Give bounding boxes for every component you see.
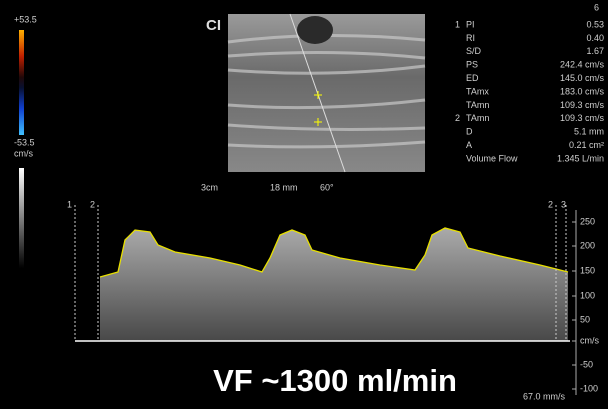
scale-label: 100 bbox=[580, 290, 595, 300]
measurement-label: RI bbox=[466, 33, 475, 43]
measurement-label: PI bbox=[466, 19, 475, 29]
page: +53.5 -53.5 cm/s 6 CI 3cm 18 mm 60° 1 PI 0… bbox=[0, 0, 608, 409]
measurement-value: 0.40 bbox=[586, 33, 604, 43]
measurement-label: TAmx bbox=[466, 86, 489, 96]
depth: 3cm bbox=[201, 182, 218, 192]
measurement-label: A bbox=[466, 140, 472, 150]
measurement-value: 109.3 cm/s bbox=[560, 100, 605, 110]
ultrasound-screen: +53.5 -53.5 cm/s 6 CI 3cm 18 mm 60° 1 PI 0… bbox=[0, 0, 608, 409]
color-max: +53.5 bbox=[14, 14, 37, 24]
measurement-label: TAmn bbox=[466, 113, 489, 123]
measurement-value: 0.21 cm² bbox=[569, 140, 604, 150]
color-min: -53.5 bbox=[14, 137, 35, 147]
annotation: VF ~1300 ml/min bbox=[213, 363, 457, 398]
size: 18 mm bbox=[270, 182, 298, 192]
measurement-label: TAmn bbox=[466, 100, 489, 110]
scale-label: 200 bbox=[580, 240, 595, 250]
measurement-label: Volume Flow bbox=[466, 153, 518, 163]
measurement-value: 1.345 L/min bbox=[557, 153, 604, 163]
scale-label: -100 bbox=[580, 383, 598, 393]
scale-label: cm/s bbox=[580, 335, 599, 345]
measurement-value: 145.0 cm/s bbox=[560, 73, 605, 83]
color-unit: cm/s bbox=[14, 148, 33, 158]
vessel-shadow bbox=[297, 16, 333, 44]
b-mode-image bbox=[228, 14, 425, 172]
marker-label: 3 bbox=[561, 199, 566, 209]
measurement-label: PS bbox=[466, 60, 478, 70]
measurement-value: 109.3 cm/s bbox=[560, 113, 605, 123]
measurement-index: 2 bbox=[455, 113, 460, 123]
measurement-value: 183.0 cm/s bbox=[560, 86, 605, 96]
gray-bar bbox=[19, 168, 24, 268]
marker-label: 2 bbox=[548, 199, 553, 209]
measurement-value: 5.1 mm bbox=[574, 127, 604, 137]
color-bar bbox=[19, 30, 24, 135]
scale-label: 150 bbox=[580, 265, 595, 275]
measurement-label: D bbox=[466, 127, 473, 137]
scale-label: 250 bbox=[580, 216, 595, 226]
sweep-speed: 67.0 mm/s bbox=[523, 391, 566, 401]
measurement-value: 0.53 bbox=[586, 19, 604, 29]
marker-label: 1 bbox=[67, 199, 72, 209]
marker-label: 2 bbox=[90, 199, 95, 209]
scale-label: 50 bbox=[580, 314, 590, 324]
angle: 60° bbox=[320, 182, 334, 192]
measurement-index: 1 bbox=[455, 19, 460, 29]
page-number: 6 bbox=[594, 2, 599, 12]
measurement-value: 1.67 bbox=[586, 46, 604, 56]
scale-label: -50 bbox=[580, 359, 593, 369]
measurement-label: ED bbox=[466, 73, 479, 83]
measurement-label: S/D bbox=[466, 46, 482, 56]
logo: CI bbox=[206, 17, 221, 34]
measurement-value: 242.4 cm/s bbox=[560, 60, 605, 70]
